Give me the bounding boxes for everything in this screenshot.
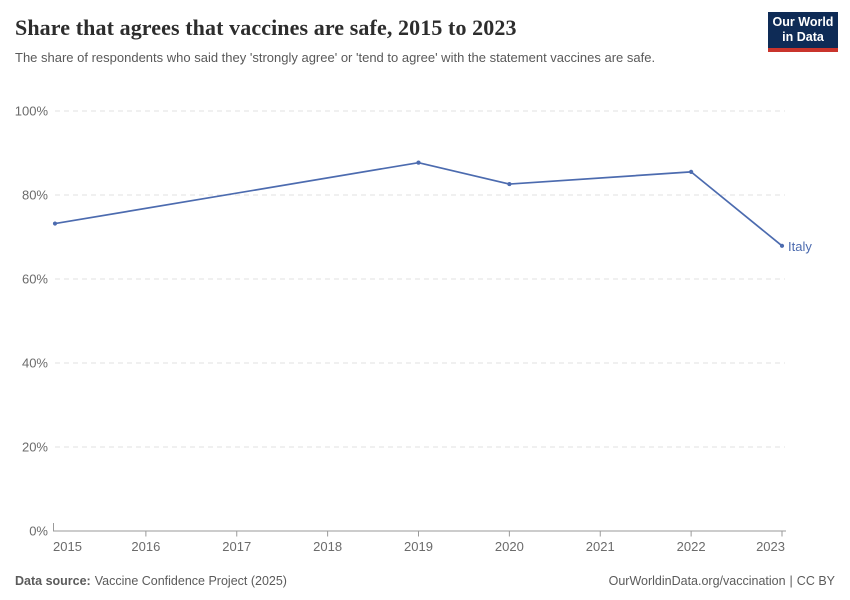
x-axis-tick-label: 2019 xyxy=(404,539,433,554)
chart-line xyxy=(54,161,783,247)
data-point xyxy=(507,181,512,187)
data-source-value: Vaccine Confidence Project (2025) xyxy=(94,574,287,588)
data-point xyxy=(416,160,421,165)
x-axis-tick-label: 2020 xyxy=(495,539,524,554)
owid-logo-line2: in Data xyxy=(782,30,824,44)
y-axis-tick-label: 20% xyxy=(22,440,48,455)
data-point xyxy=(689,169,694,174)
x-axis-tick-label: 2017 xyxy=(222,539,251,554)
x-axis-tick-label: 2016 xyxy=(131,539,160,554)
chart-subtitle: The share of respondents who said they '… xyxy=(15,50,656,65)
y-axis-tick-label: 60% xyxy=(22,272,48,287)
x-axis-tick-label: 2021 xyxy=(586,539,615,554)
y-axis-tick-label: 80% xyxy=(22,188,48,203)
y-axis-tick-label: 0% xyxy=(29,524,48,539)
attribution-separator: | xyxy=(789,574,793,588)
owid-logo-line1: Our World xyxy=(772,15,834,29)
attribution: OurWorldinData.org/vaccination | CC BY xyxy=(609,574,835,588)
owid-link[interactable]: OurWorldinData.org/vaccination xyxy=(608,574,786,588)
data-point xyxy=(779,243,785,248)
series-label[interactable]: Italy xyxy=(788,239,812,254)
data-point xyxy=(52,221,58,226)
owid-logo[interactable]: Our World in Data xyxy=(768,12,838,52)
chart-footer: Data source: Vaccine Confidence Project (… xyxy=(15,574,835,588)
license-label: CC BY xyxy=(796,574,835,588)
x-axis-tick-label: 2018 xyxy=(313,539,342,554)
x-axis-tick-label: 2023 xyxy=(756,539,785,554)
y-axis-tick-label: 40% xyxy=(22,356,48,371)
data-source-label: Data source: xyxy=(15,574,91,588)
data-source: Data source: Vaccine Confidence Project (… xyxy=(15,574,287,588)
x-axis-tick-label: 2015 xyxy=(53,539,82,554)
x-axis-tick-label: 2022 xyxy=(677,539,706,554)
y-axis-tick-label: 100% xyxy=(15,104,49,119)
chart-header: Share that agrees that vaccines are safe… xyxy=(15,14,750,67)
page-title: Share that agrees that vaccines are safe… xyxy=(15,15,517,40)
